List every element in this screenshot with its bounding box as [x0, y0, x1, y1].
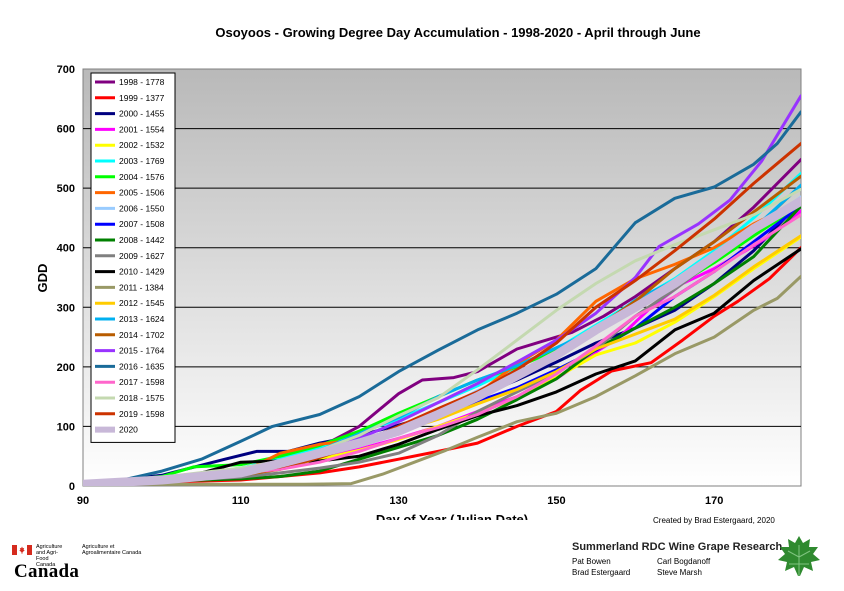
researcher-name: Carl Bogdanoff: [657, 557, 711, 566]
legend-entry: 2007 - 1508: [119, 219, 165, 229]
legend-entry: 2002 - 1532: [119, 140, 165, 150]
legend-entry: 2012 - 1545: [119, 298, 165, 308]
canada-wordmark: Canada: [14, 561, 80, 582]
legend-entry: 2009 - 1627: [119, 251, 165, 261]
legend-entry: 2014 - 1702: [119, 330, 165, 340]
legend-entry: 2011 - 1384: [119, 282, 164, 292]
legend-entry: 2001 - 1554: [119, 124, 165, 134]
chart-title: Osoyoos - Growing Degree Day Accumulatio…: [215, 25, 700, 40]
legend-entry: 2016 - 1635: [119, 361, 165, 371]
y-axis-ticks: 0 100 200 300 400 500 600 700: [57, 64, 75, 493]
gdd-chart: Osoyoos - Growing Degree Day Accumulatio…: [35, 25, 802, 520]
legend-entry: 2005 - 1506: [119, 188, 165, 198]
agency-name-fr: Agriculture et Agroalimentaire Canada: [82, 544, 142, 556]
legend-entry: 2019 - 1598: [119, 409, 165, 419]
y-tick-label: 200: [57, 362, 75, 374]
researcher-name: Pat Bowen: [572, 557, 611, 566]
y-tick-label: 600: [57, 124, 75, 136]
legend-entry: 1999 - 1377: [119, 93, 165, 103]
y-tick-label: 400: [57, 243, 75, 255]
legend-entry: 2000 - 1455: [119, 109, 165, 119]
y-tick-label: 100: [57, 421, 75, 433]
legend-entry: 2013 - 1624: [119, 314, 165, 324]
x-axis-label: Day of Year (Julian Date): [376, 512, 528, 520]
series-line-10: [83, 204, 801, 486]
x-tick-label: 130: [389, 495, 407, 507]
y-tick-label: 0: [69, 481, 75, 493]
series-line-18: [83, 110, 801, 486]
x-tick-label: 170: [705, 495, 723, 507]
series-lines: [83, 94, 801, 486]
legend-entry: 2010 - 1429: [119, 267, 165, 277]
legend-entry: 2020: [119, 425, 138, 435]
grape-leaf-icon: [778, 536, 820, 576]
y-tick-label: 700: [57, 64, 75, 76]
legend-entry: 2018 - 1575: [119, 393, 165, 403]
legend-entry: 2004 - 1576: [119, 172, 165, 182]
x-tick-label: 110: [232, 495, 250, 507]
legend-entry: 2003 - 1769: [119, 156, 165, 166]
y-tick-label: 300: [57, 302, 75, 314]
series-line-22: [83, 196, 801, 486]
legend-entry: 1998 - 1778: [119, 77, 165, 87]
agency-name-en: Agriculture and Agri-Food Canada: [36, 544, 63, 568]
chart-credit: Created by Brad Estergaard, 2020: [653, 516, 775, 525]
program-name: Summerland RDC Wine Grape Research: [572, 541, 783, 553]
y-axis-label: GDD: [35, 264, 50, 293]
legend-entry: 2006 - 1550: [119, 203, 165, 213]
legend: 1998 - 1778 1999 - 1377 2000 - 1455 2001 - …: [90, 72, 176, 443]
legend-entry: 2008 - 1442: [119, 235, 165, 245]
x-tick-label: 150: [547, 495, 565, 507]
series-line-13: [83, 274, 801, 486]
legend-entry: 2015 - 1764: [119, 346, 165, 356]
researcher-name: Brad Estergaard: [572, 568, 631, 577]
researcher-name: Steve Marsh: [657, 568, 702, 577]
legend-entry: 2017 - 1598: [119, 377, 165, 387]
gridlines: [83, 128, 801, 427]
x-tick-label: 90: [77, 495, 89, 507]
y-tick-label: 500: [57, 183, 75, 195]
x-axis-ticks: 90 110 130 150 170: [77, 495, 724, 507]
canada-flag-icon: [12, 545, 32, 555]
aafc-signature: Agriculture and Agri-Food Canada Agricul…: [12, 543, 162, 583]
